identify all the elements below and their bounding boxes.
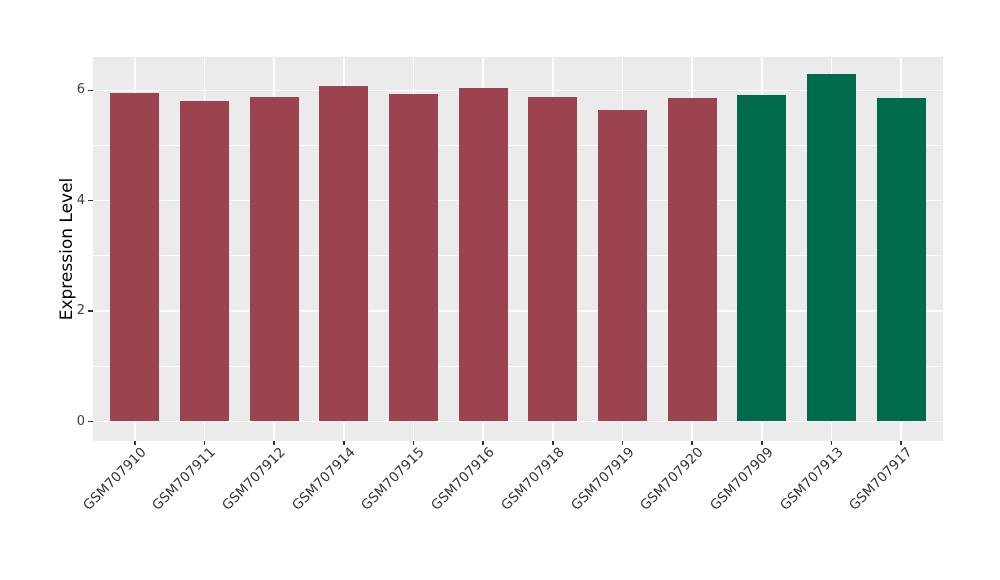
x-tick-label: GSM707918: [497, 444, 568, 514]
x-tick-mark: [900, 441, 902, 445]
plot-panel: [93, 57, 943, 441]
x-tick-label: GSM707920: [637, 444, 707, 514]
x-tick-label: GSM707919: [567, 444, 638, 514]
x-tick-mark: [134, 441, 136, 445]
x-tick-label: GSM707914: [288, 444, 359, 514]
x-tick-mark: [552, 441, 554, 445]
y-tick-mark: [88, 310, 93, 312]
gridline-minor-y: [93, 255, 943, 257]
gridline-minor-y: [93, 365, 943, 367]
gridline-major-y: [93, 420, 943, 423]
y-tick-label: 2: [76, 303, 85, 319]
x-tick-mark: [691, 441, 693, 445]
x-tick-label: GSM707909: [706, 444, 777, 514]
bar-GSM707910: [110, 93, 160, 422]
x-tick-label: GSM707910: [79, 444, 150, 514]
y-tick-mark: [88, 89, 93, 92]
bar-GSM707909: [737, 94, 787, 422]
bar-GSM707918: [528, 96, 578, 422]
x-tick-mark: [621, 441, 624, 445]
x-tick-mark: [412, 441, 415, 445]
x-tick-mark: [482, 441, 484, 445]
x-tick-mark: [203, 441, 206, 445]
x-tick-mark: [343, 441, 345, 445]
x-tick-label: GSM707915: [358, 444, 429, 514]
y-tick-label: 4: [76, 192, 85, 208]
bar-GSM707915: [388, 93, 438, 422]
gridline-major-y: [93, 199, 943, 202]
bar-GSM707914: [319, 86, 369, 422]
x-tick-label: GSM707916: [428, 444, 498, 514]
bar-GSM707917: [876, 98, 926, 422]
gridline-minor-y: [93, 145, 943, 146]
gridline-major-y: [93, 89, 943, 92]
y-tick-label: 0: [76, 413, 85, 429]
x-tick-label: GSM707911: [149, 444, 220, 514]
x-tick-label: GSM707912: [219, 444, 289, 514]
gridline-major-y: [93, 310, 943, 312]
x-tick-label: GSM707917: [846, 444, 916, 514]
bar-GSM707913: [807, 73, 857, 422]
bar-GSM707920: [667, 98, 717, 422]
x-tick-mark: [830, 441, 833, 445]
y-tick-mark: [88, 199, 93, 202]
y-axis-title: Expression Level: [57, 177, 77, 321]
x-tick-label: GSM707913: [776, 444, 847, 514]
bar-GSM707912: [249, 97, 299, 422]
x-tick-mark: [273, 441, 275, 445]
bars-layer: [93, 57, 943, 441]
bar-GSM707916: [458, 87, 508, 422]
x-tick-mark: [761, 441, 763, 445]
y-tick-mark: [88, 420, 93, 423]
y-tick-label: 6: [76, 82, 85, 98]
bar-GSM707919: [598, 110, 647, 422]
bar-GSM707911: [179, 100, 229, 422]
